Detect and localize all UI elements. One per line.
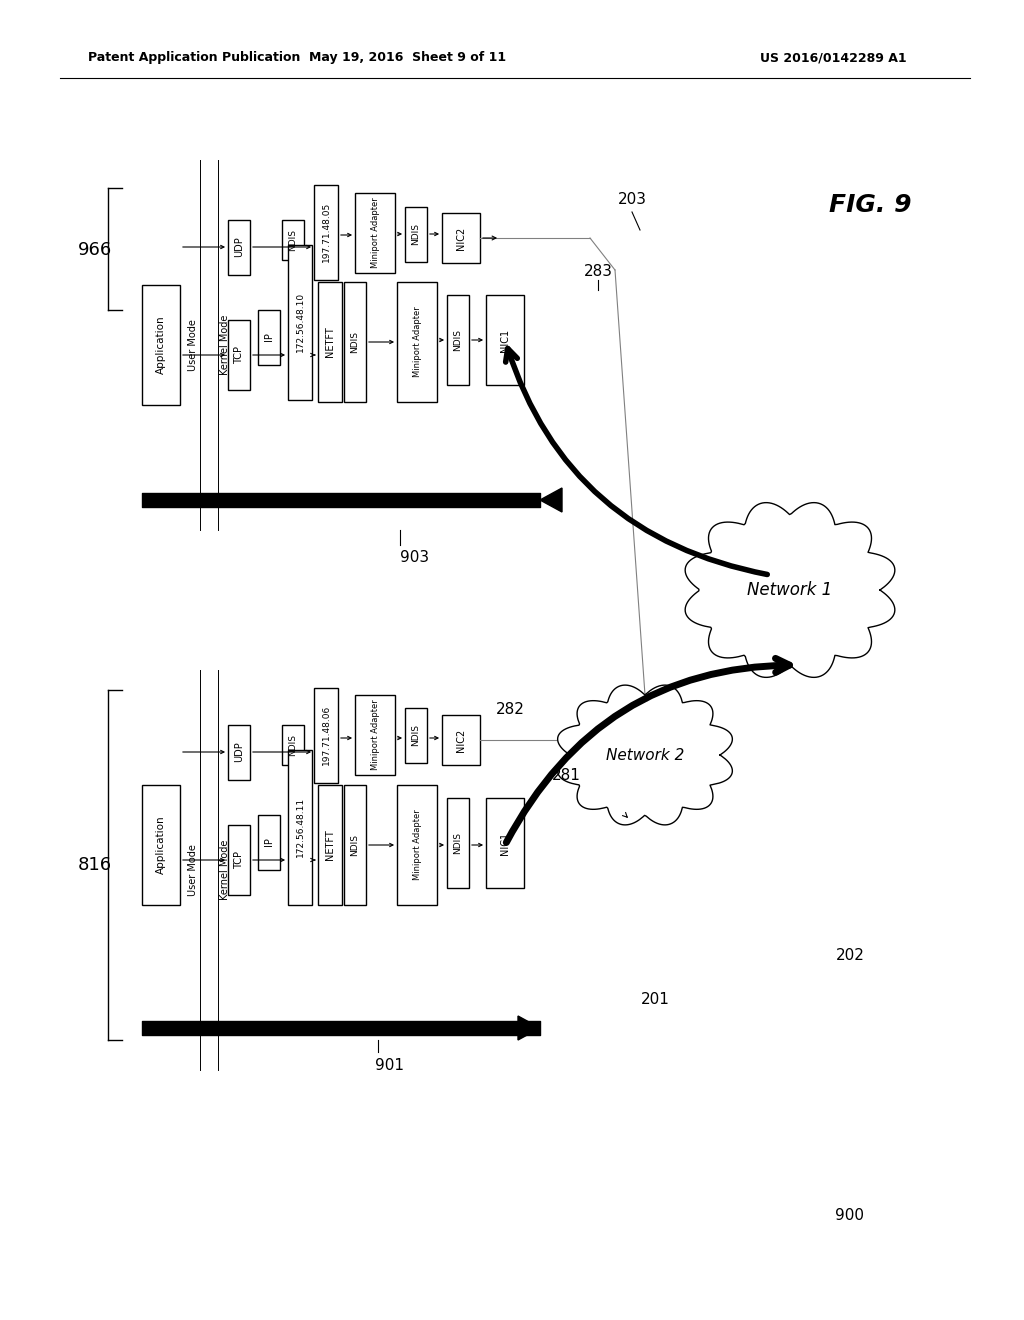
Bar [442,715,480,766]
Polygon shape [558,685,732,825]
Polygon shape [518,1016,540,1040]
Bar [228,319,250,389]
Text: 203: 203 [617,193,646,207]
Bar [228,725,250,780]
Text: May 19, 2016  Sheet 9 of 11: May 19, 2016 Sheet 9 of 11 [309,51,507,65]
Text: US 2016/0142289 A1: US 2016/0142289 A1 [760,51,906,65]
Bar [318,282,342,403]
Bar [314,185,338,280]
Text: Miniport Adapter: Miniport Adapter [371,700,380,771]
Bar [344,282,366,403]
Text: Application: Application [156,315,166,375]
Bar [447,799,469,888]
Text: NDIS: NDIS [412,223,421,246]
Bar [258,814,280,870]
Text: 283: 283 [584,264,612,280]
Text: NDIS: NDIS [454,329,463,351]
Bar [314,688,338,783]
Text: Network 2: Network 2 [606,747,684,763]
Text: IP: IP [264,333,274,342]
Text: NIC1: NIC1 [500,329,510,351]
Text: TCP: TCP [234,346,244,364]
Text: Patent Application Publication: Patent Application Publication [88,51,300,65]
Bar [228,825,250,895]
Text: 172.56.48.10: 172.56.48.10 [296,292,304,352]
Text: NIC1: NIC1 [500,832,510,854]
Bar [406,207,427,261]
Text: UDP: UDP [234,236,244,257]
Bar [355,696,395,775]
Text: IP: IP [264,838,274,846]
Text: Miniport Adapter: Miniport Adapter [413,809,422,880]
Text: NDIS: NDIS [289,734,298,756]
Text: UDP: UDP [234,742,244,763]
Bar [288,750,312,906]
Text: Miniport Adapter: Miniport Adapter [371,198,380,268]
Text: 172.56.48.11: 172.56.48.11 [296,797,304,857]
Bar [228,220,250,275]
Text: NETFT: NETFT [325,326,335,358]
Text: NDIS: NDIS [454,832,463,854]
Text: Kernel Mode: Kernel Mode [220,314,230,375]
Text: User Mode: User Mode [188,319,198,371]
Text: 816: 816 [78,855,112,874]
Text: NIC2: NIC2 [456,226,466,249]
Text: NETFT: NETFT [325,830,335,861]
Text: 966: 966 [78,242,112,259]
Text: Kernel Mode: Kernel Mode [220,840,230,900]
Bar [282,725,304,766]
Text: 201: 201 [641,993,670,1007]
Text: Network 1: Network 1 [748,581,833,599]
Bar [406,708,427,763]
Text: NDIS: NDIS [289,228,298,251]
Text: Miniport Adapter: Miniport Adapter [413,306,422,378]
Bar [397,785,437,906]
Bar [355,193,395,273]
Bar [486,799,524,888]
Text: 197.71.48.05: 197.71.48.05 [322,202,331,263]
Bar [288,246,312,400]
Bar [282,220,304,260]
Text: 901: 901 [376,1057,404,1072]
Text: NDIS: NDIS [412,723,421,746]
Text: Application: Application [156,816,166,874]
Text: 900: 900 [836,1208,864,1222]
Text: NDIS: NDIS [350,331,359,352]
Bar [142,785,180,906]
Polygon shape [685,503,895,677]
Text: 282: 282 [496,702,524,718]
Text: 202: 202 [836,948,864,962]
Bar [344,785,366,906]
Text: TCP: TCP [234,851,244,869]
Text: 197.71.48.06: 197.71.48.06 [322,705,331,766]
Bar [397,282,437,403]
Text: 903: 903 [400,550,429,565]
Bar [142,285,180,405]
Text: User Mode: User Mode [188,843,198,896]
Bar [447,294,469,385]
Bar [486,294,524,385]
Text: NIC2: NIC2 [456,729,466,751]
Bar [258,310,280,366]
Text: FIG. 9: FIG. 9 [828,193,911,216]
Polygon shape [540,488,562,512]
Text: NDIS: NDIS [350,834,359,855]
Bar [318,785,342,906]
Bar [442,213,480,263]
Text: 281: 281 [552,767,581,783]
